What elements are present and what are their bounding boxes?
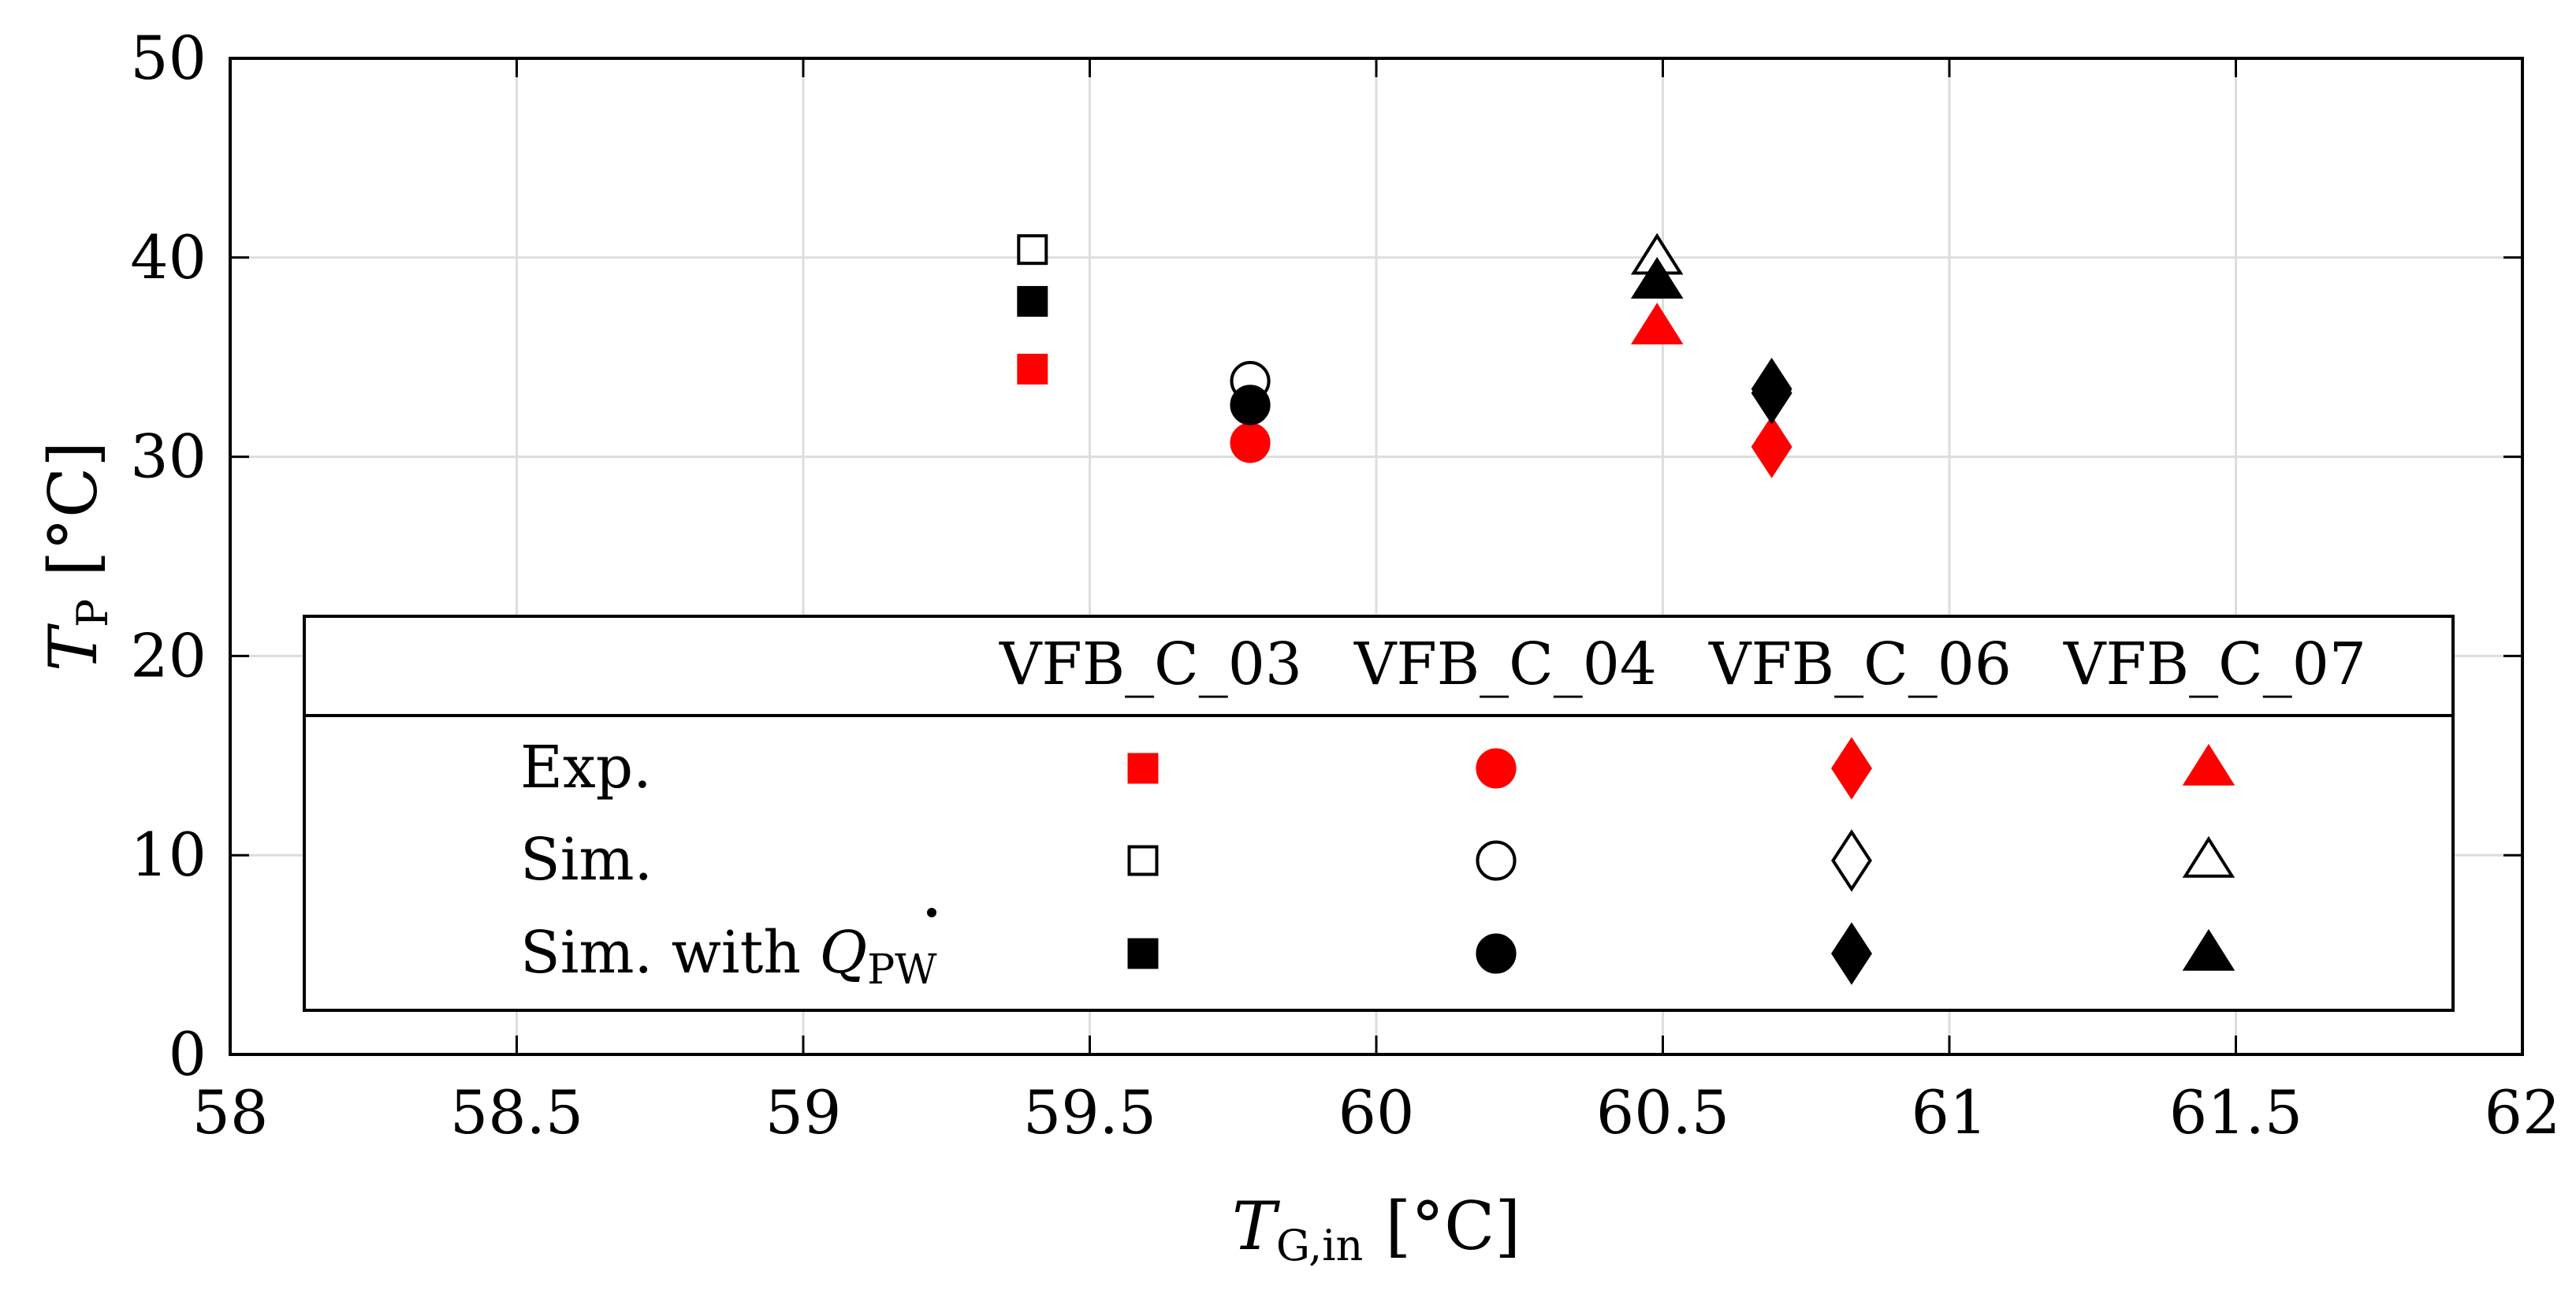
legend-marker-vfb-c-06-sim-qpw [1831, 922, 1872, 985]
legend-marker-vfb-c-07-sim [2182, 835, 2235, 878]
legend-marker-vfb-c-06-exp [1831, 737, 1872, 800]
point-vfb-c-06-exp [1751, 415, 1792, 478]
y-tick-label: 40 [130, 222, 207, 292]
point-vfb-c-04-sim-qpw [1230, 385, 1271, 426]
legend-column-header: VFB_C_03 [999, 630, 1302, 698]
legend-column-header: VFB_C_06 [1708, 630, 2012, 698]
legend-marker-vfb-c-03-sim-qpw [1127, 938, 1159, 969]
legend-marker-vfb-c-03-exp [1127, 753, 1159, 784]
point-vfb-c-06-sim-qpw [1751, 361, 1792, 425]
legend-marker-vfb-c-04-sim-qpw [1476, 933, 1517, 974]
y-tick-label: 10 [130, 820, 207, 890]
y-tick-label: 0 [169, 1019, 207, 1089]
legend-marker-vfb-c-03-sim [1127, 845, 1159, 876]
point-vfb-c-03-sim-qpw [1017, 285, 1048, 317]
y-tick-label: 30 [130, 422, 207, 492]
plot-frame [229, 57, 2524, 1056]
x-tick-label: 60 [1338, 1077, 1415, 1147]
legend-row-label: Exp. [520, 734, 652, 801]
tick-labels: 58 58.5 59 59.5 60 60.5 61 61.5 62 0 10 20 30 40 50 [130, 23, 2560, 1147]
legend: VFB_C_03 VFB_C_04 VFB_C_06 VFB_C_07 Exp. Sim… [303, 615, 2455, 1012]
legend-marker-vfb-c-06-sim [1831, 829, 1872, 892]
x-tick-label: 62 [2485, 1077, 2561, 1147]
legend-marker-vfb-c-04-exp [1476, 748, 1517, 789]
x-tick-label: 60.5 [1596, 1077, 1729, 1147]
point-vfb-c-04-exp [1230, 422, 1271, 463]
legend-row-label: Sim. with QPW [520, 919, 937, 994]
x-tick-label: 61 [1912, 1077, 1988, 1147]
data-points [1017, 232, 1792, 478]
x-axis-label: TG,in [°C] [1232, 1188, 1521, 1270]
x-tick-label: 58.5 [450, 1077, 583, 1147]
x-tick-label: 58 [192, 1077, 269, 1147]
x-tick-label: 59 [765, 1077, 842, 1147]
point-vfb-c-07-sim-qpw [1630, 257, 1684, 299]
legend-marker-vfb-c-04-sim [1476, 840, 1517, 881]
x-tick-label: 59.5 [1023, 1077, 1156, 1147]
point-vfb-c-07-exp [1630, 303, 1684, 344]
y-axis-label: TP[°C] [35, 441, 117, 671]
point-vfb-c-03-sim [1017, 234, 1048, 266]
legend-marker-vfb-c-07-sim-qpw [2182, 928, 2235, 971]
legend-marker-vfb-c-07-exp [2182, 743, 2235, 786]
point-vfb-c-03-exp [1017, 353, 1048, 385]
q-dot-accent [927, 908, 936, 917]
y-tick-label: 20 [130, 620, 207, 690]
x-tick-label: 61.5 [2169, 1077, 2302, 1147]
legend-column-header: VFB_C_07 [2063, 630, 2366, 698]
legend-column-header: VFB_C_04 [1353, 630, 1657, 698]
legend-box [303, 615, 2455, 1012]
y-tick-label: 50 [130, 23, 207, 93]
legend-row-label: Sim. [520, 826, 653, 894]
